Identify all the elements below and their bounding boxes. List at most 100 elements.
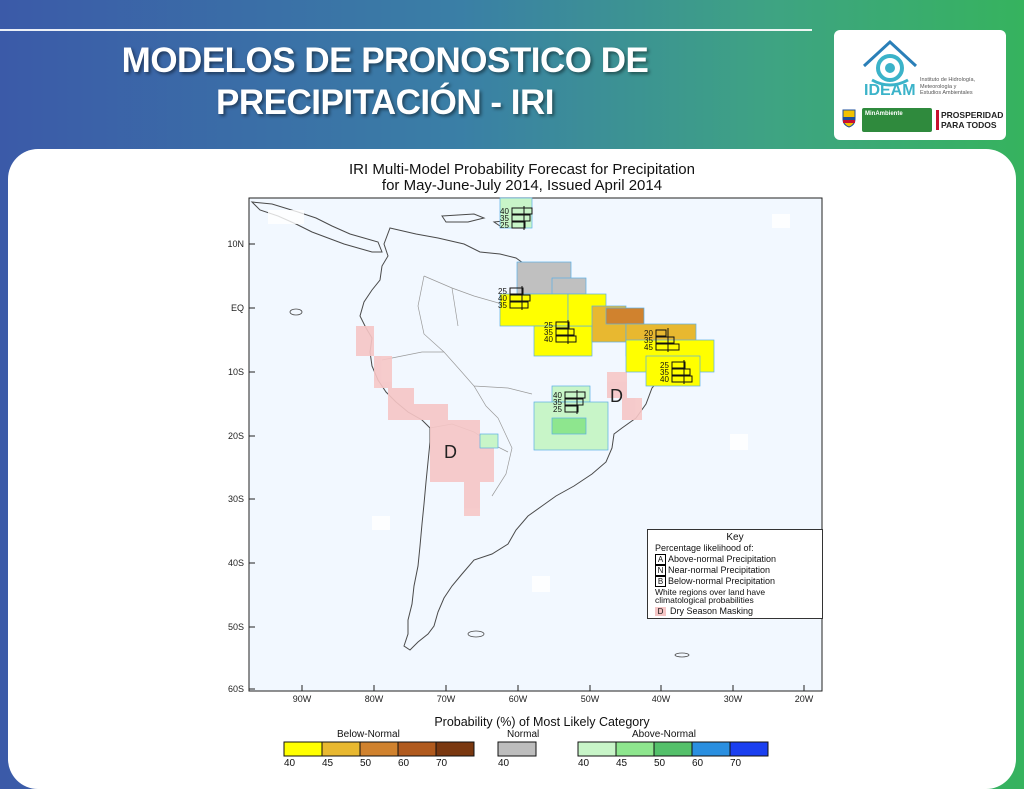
- tercile-value: 25: [553, 405, 562, 414]
- colombia-crest-icon: [842, 109, 856, 128]
- tercile-value: 40: [500, 207, 509, 216]
- key-row-below: B Below-normal Precipitation: [655, 576, 775, 588]
- colorbar-tick-label: 45: [616, 758, 628, 769]
- key-letter: N: [655, 565, 666, 577]
- tercile-value: 40: [498, 294, 507, 303]
- dry-mask-letter: D: [444, 442, 457, 462]
- tercile-bar: [511, 214, 531, 222]
- lat-tick-label: 60S: [228, 684, 244, 694]
- key-letter: A: [655, 554, 666, 566]
- tercile-bar: [509, 287, 524, 295]
- dry-mask-cells: [356, 326, 642, 516]
- tercile-bar: [655, 329, 667, 337]
- tercile-bar: [671, 375, 693, 383]
- lat-tick-label: 30S: [228, 494, 244, 504]
- prosperidad-line2: PARA TODOS: [941, 120, 997, 130]
- tercile-value: 45: [644, 343, 653, 352]
- lon-tick-label: 40W: [652, 694, 671, 704]
- ideam-logo-icon: [862, 39, 918, 87]
- colorbar-swatch: [729, 741, 769, 757]
- colorbar-tick-label: 50: [654, 758, 666, 769]
- colorbar-swatch: [653, 741, 693, 757]
- tercile-value: 40: [660, 375, 669, 384]
- prosperidad-bar-icon: [936, 110, 939, 130]
- figure-title-line1: IRI Multi-Model Probability Forecast for…: [349, 161, 695, 178]
- lat-tick-label: 10N: [227, 239, 244, 249]
- forecast-map: D D 10N EQ 10S 20S 30S 40S 50S 60S 90W 80W 70W 60W…: [227, 197, 823, 757]
- tercile-value: 35: [553, 398, 562, 407]
- tercile-value: 40: [544, 335, 553, 344]
- lat-tick-label: 40S: [228, 558, 244, 568]
- key-note-line1: White regions over land have: [655, 587, 766, 597]
- colorbar-tick-label: 70: [436, 758, 448, 769]
- legend-key: Key Percentage likelihood of: A Above-nor…: [647, 529, 823, 619]
- tercile-bar: [671, 361, 686, 369]
- longitude-ticks: 90W 80W 70W 60W 50W 40W 30W 20W: [293, 685, 814, 704]
- tercile-bar: [564, 405, 579, 413]
- colorbar-swatch: [691, 741, 731, 757]
- climatology-cells: [268, 210, 790, 592]
- colorbar-swatch: [435, 741, 475, 757]
- probability-colorbar: [283, 741, 769, 757]
- colorbar-tick-label: 40: [578, 758, 590, 769]
- above-normal-cells: [479, 197, 609, 451]
- ideam-subtitle-line: Instituto de Hidrología,: [920, 77, 976, 83]
- lat-tick-label: 10S: [228, 367, 244, 377]
- tercile-value: 20: [644, 329, 653, 338]
- logo-panel: IDEAM Instituto de Hidrología, Meteorolo…: [834, 30, 1006, 140]
- below-normal-cells: [499, 293, 715, 387]
- tercile-value: 35: [544, 328, 553, 337]
- colorbar-swatch: [577, 741, 617, 757]
- lat-tick-label: 50S: [228, 622, 244, 632]
- lon-tick-label: 90W: [293, 694, 312, 704]
- colorbar-tick-label: 45: [322, 758, 334, 769]
- key-note: White regions over land have climatologi…: [655, 587, 766, 605]
- tercile-value: 35: [498, 301, 507, 310]
- latitude-ticks: 10N EQ 10S 20S 30S 40S 50S 60S: [227, 239, 255, 694]
- key-row-dry: D Dry Season Masking: [655, 606, 753, 617]
- lon-tick-label: 20W: [795, 694, 814, 704]
- colorbar-swatch: [615, 741, 655, 757]
- ideam-subtitle-line: Estudios Ambientales: [920, 90, 973, 96]
- lon-tick-label: 50W: [581, 694, 600, 704]
- tercile-value: 35: [644, 336, 653, 345]
- tercile-bar: [509, 301, 529, 309]
- near-normal-cells: [516, 261, 587, 295]
- lat-tick-label: EQ: [231, 303, 244, 313]
- slide-title: MODELOS DE PRONOSTICO DE PRECIPITACIÓN -…: [100, 40, 670, 124]
- colorbar-tick-label: 40: [498, 758, 510, 769]
- colorbar-swatch: [321, 741, 361, 757]
- key-note-line2: climatological probabilities: [655, 595, 754, 605]
- colorbar-title: Probability (%) of Most Likely Category: [434, 715, 650, 729]
- colorbar-below-label: Below-Normal: [337, 729, 400, 740]
- tercile-bar: [555, 335, 577, 343]
- tercile-bar: [511, 221, 526, 229]
- galapagos-islands: [289, 308, 303, 316]
- colorbar-tick-label: 40: [284, 758, 296, 769]
- key-title: Key: [726, 532, 744, 543]
- colorbar-tick-label: 50: [360, 758, 372, 769]
- colorbar-swatch: [497, 741, 537, 757]
- key-letter: B: [655, 576, 666, 588]
- key-subtitle: Percentage likelihood of:: [655, 543, 754, 553]
- lon-tick-label: 80W: [365, 694, 384, 704]
- key-row-text: Above-normal Precipitation: [668, 554, 777, 564]
- tercile-bar: [511, 207, 533, 215]
- colorbar-above-label: Above-Normal: [632, 729, 696, 740]
- tercile-bar: [509, 294, 531, 302]
- ministry-name: MinAmbiente: [865, 111, 903, 117]
- key-row-text: Near-normal Precipitation: [668, 565, 771, 575]
- prosperidad-logo: PROSPERIDAD PARA TODOS: [936, 110, 1004, 130]
- ministry-logo: MinAmbiente: [862, 108, 932, 132]
- key-row-above: A Above-normal Precipitation: [655, 554, 777, 566]
- colorbar-tick-label: 60: [398, 758, 410, 769]
- figure-title: IRI Multi-Model Probability Forecast for…: [242, 162, 802, 194]
- colorbar-tick-label: 60: [692, 758, 704, 769]
- tercile-bar: [564, 391, 586, 399]
